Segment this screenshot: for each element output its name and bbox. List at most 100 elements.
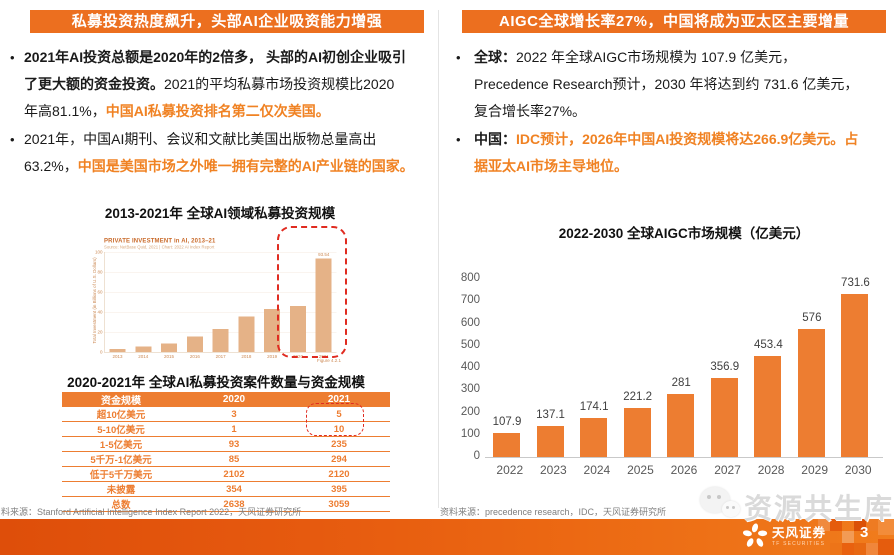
y-axis-tick-label: 700 xyxy=(460,294,480,307)
mosaic-square xyxy=(866,543,878,555)
table-header-cell: 2020 xyxy=(180,392,288,407)
bar xyxy=(536,426,564,457)
tf-securities-logo: 天风证券 TF SECURITIES xyxy=(742,523,826,549)
text-segment: 2022 年全球AIGC市场规模为 107.9 亿美元， Precedence … xyxy=(474,49,859,119)
y-axis-label: Total Investment (in Billions of U.S. Do… xyxy=(92,257,97,344)
bar-value-label: 453.4 xyxy=(753,339,783,351)
gridline xyxy=(104,252,337,253)
y-axis-tick-label: 100 xyxy=(460,427,480,440)
bar-value-label: 137.1 xyxy=(536,409,565,421)
x-axis-tick-label: 2027 xyxy=(714,463,741,477)
table-cell: 2102 xyxy=(180,466,288,482)
x-axis-tick-label: 2015 xyxy=(164,354,175,359)
table-row: 总数 2638 3059 xyxy=(62,496,390,512)
table-cell: 235 xyxy=(288,436,390,452)
bar-value-label: 174.1 xyxy=(579,401,609,413)
bar-value-label: 221.2 xyxy=(623,391,653,403)
table-cell: 2638 xyxy=(180,496,288,512)
bullet-item: • 中国：IDC预计，2026年中国AI投资规模将达266.9亿美元。占 据亚太… xyxy=(452,126,884,180)
y-axis-tick-label: 100 xyxy=(94,249,103,255)
x-axis-tick-label: 2025 xyxy=(627,463,654,477)
y-axis-tick-label: 60 xyxy=(97,289,103,295)
table-cell: 低于5千万美元 xyxy=(62,466,180,482)
x-axis-tick-label: 2013 xyxy=(112,354,123,359)
table-cell: 294 xyxy=(288,451,390,467)
gridline xyxy=(104,292,337,293)
right-bullet-list: • 全球：2022 年全球AIGC市场规模为 107.9 亿美元， Preced… xyxy=(452,44,884,181)
y-axis-tick-label: 80 xyxy=(97,269,103,275)
bar xyxy=(667,394,695,457)
y-axis-tick-label: 0 xyxy=(473,450,480,462)
table-cell: 85 xyxy=(180,451,288,467)
y-axis-tick-label: 400 xyxy=(460,361,480,373)
mosaic-square xyxy=(842,543,854,555)
table-cell: 5千万-1亿美元 xyxy=(62,451,180,467)
x-axis-tick-label: 2019 xyxy=(267,354,278,359)
bar-value-label: 576 xyxy=(802,312,822,324)
bullet-text: 中国：IDC预计，2026年中国AI投资规模将达266.9亿美元。占 据亚太AI… xyxy=(474,126,884,180)
watermark-text: 资源共生库 xyxy=(744,493,894,524)
table-row: 低于5千万美元 2102 2120 xyxy=(62,466,390,482)
table-cell: 5-10亿美元 xyxy=(62,421,180,437)
bar xyxy=(493,433,520,457)
mosaic-square xyxy=(854,519,866,531)
x-axis-tick-label: 2024 xyxy=(583,463,611,477)
bar xyxy=(109,349,126,352)
x-axis-line xyxy=(485,457,883,458)
bullet-item: • 2021年AI投资总额是2020年的2倍多， 头部的AI初创企业吸引 了更大… xyxy=(8,44,428,125)
table-cell: 总数 xyxy=(62,496,180,512)
bar xyxy=(623,408,651,457)
right-panel-title: AIGC全球增长率27%，中国将成为亚太区主要增量 xyxy=(462,10,886,33)
wechat-icon xyxy=(700,485,746,525)
mosaic-square xyxy=(878,519,894,535)
text-segment: 全球： xyxy=(474,49,516,65)
bullet-dot: • xyxy=(10,132,15,147)
bar xyxy=(264,309,281,352)
bar xyxy=(580,418,608,457)
embedded-chart-subtitle: Source: NetBase Quid, 2021 | Chart: 2022… xyxy=(104,244,215,250)
y-axis-tick-label: 800 xyxy=(460,272,480,284)
table-cell: 1 xyxy=(180,421,288,437)
page-number: 3 xyxy=(860,524,869,541)
left-bullet-list: • 2021年AI投资总额是2020年的2倍多， 头部的AI初创企业吸引 了更大… xyxy=(8,44,428,181)
table-cell: 3059 xyxy=(288,496,390,512)
text-segment: 中国是美国市场之外唯一拥有完整的AI产业链的国家。 xyxy=(77,158,414,174)
table-cell: 3 xyxy=(180,407,288,422)
tf-logo-texts: 天风证券 TF SECURITIES xyxy=(772,523,826,549)
text-segment: 中国： xyxy=(474,131,516,147)
y-axis-tick-label: 600 xyxy=(460,316,480,329)
table-cell: 2120 xyxy=(288,466,390,482)
gridline xyxy=(104,312,337,313)
tf-logo-subtext: TF SECURITIES xyxy=(772,541,826,547)
x-axis-tick-label: 2026 xyxy=(670,463,698,477)
table-cell: 1-5亿美元 xyxy=(62,436,180,452)
table-row: 未披露 354 395 xyxy=(62,481,390,497)
plot-area: 0 20 40 60 80 100 2013 2014 2015 2016 2017 2018 2019… xyxy=(95,250,337,359)
table-cell: 93 xyxy=(180,436,288,452)
table-title: 2020-2021年 全球AI私募投资案件数量与资金规模 xyxy=(67,375,365,390)
table-row: 1-5亿美元 93 235 xyxy=(62,436,390,452)
table-cell: 395 xyxy=(288,481,390,497)
bar xyxy=(161,343,178,352)
y-axis-tick-label: 200 xyxy=(460,405,480,418)
x-axis-tick-label: 2016 xyxy=(189,354,200,359)
aigc-market-chart: 0 100 200 300 400 500 600 700 800 107.9 2022 137.1 2… xyxy=(452,266,892,478)
x-axis-tick-label: 2029 xyxy=(801,463,828,477)
x-axis-tick-label: 2023 xyxy=(539,463,567,477)
bar xyxy=(238,316,255,352)
y-axis-tick-label: 40 xyxy=(97,309,103,315)
bar xyxy=(710,378,738,457)
x-axis-tick-label: 2017 xyxy=(215,354,226,359)
bar-value-label: 731.6 xyxy=(841,277,870,289)
table-cell: 超10亿美元 xyxy=(62,407,180,422)
x-axis-tick-label: 2030 xyxy=(844,463,872,477)
bar xyxy=(841,294,869,457)
figure-caption: Figure 4.2.1 xyxy=(316,358,341,363)
highlight-box-table xyxy=(306,403,364,436)
table-cell: 354 xyxy=(180,481,288,497)
panel-divider xyxy=(438,10,439,508)
bar-value-label: 107.9 xyxy=(492,416,522,428)
bar xyxy=(212,329,229,352)
table-cell: 未披露 xyxy=(62,481,180,497)
